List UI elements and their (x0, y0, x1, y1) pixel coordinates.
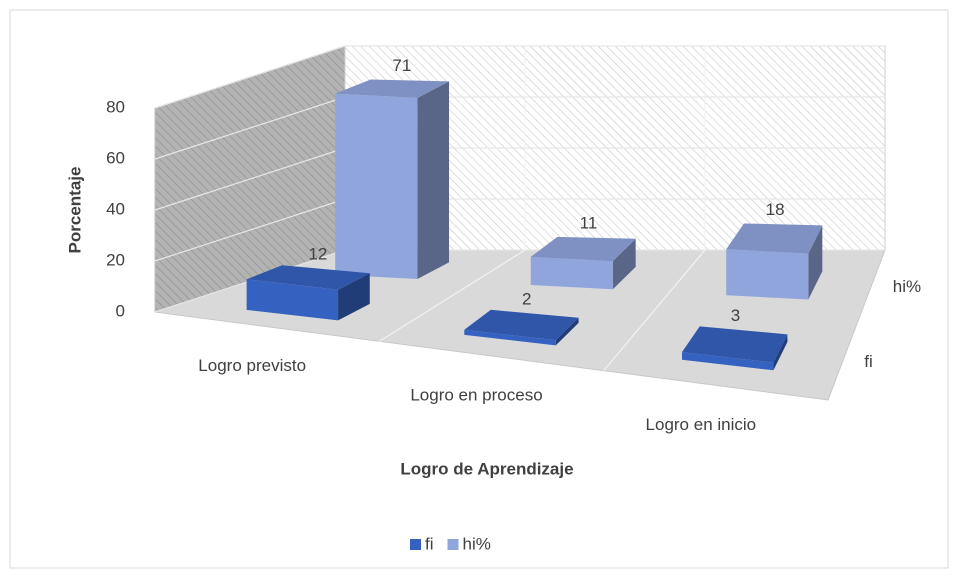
bar-front (246, 279, 339, 321)
data-label: 11 (580, 213, 598, 232)
x-tick-label: Logro previsto (198, 356, 306, 375)
bar-side (338, 273, 370, 321)
data-label: 2 (522, 289, 531, 308)
data-label: 12 (308, 245, 327, 264)
bar-top (530, 236, 636, 262)
bar-side (612, 238, 636, 290)
bar-front (464, 329, 556, 346)
bar (464, 309, 579, 346)
bar (681, 326, 788, 371)
y-tick-label: 80 (106, 97, 125, 116)
bar-side (417, 81, 450, 279)
y-axis-title: Porcentaje (65, 167, 84, 254)
legend-label: fi (425, 534, 434, 553)
depth-label: fi (864, 352, 873, 371)
data-label: 71 (392, 56, 411, 75)
x-tick-label: Logro en proceso (410, 385, 542, 404)
data-label: 3 (731, 306, 740, 325)
category-divider (603, 46, 706, 372)
category-divider (379, 46, 526, 342)
bar-front (335, 93, 418, 279)
data-label: 18 (766, 200, 785, 219)
bar-front (726, 249, 809, 300)
bar (335, 79, 450, 279)
y-tick-label: 40 (106, 199, 125, 218)
bar-top (464, 309, 579, 341)
bar-top (246, 265, 370, 290)
legend: fi hi% (410, 534, 491, 553)
bar-top (726, 223, 823, 254)
legend-swatch (447, 539, 459, 550)
plot-area: 0 20 40 60 80 Logro previsto Logro en proceso L… (106, 45, 921, 434)
y-tick-label: 20 (106, 250, 125, 269)
bar-side (773, 334, 788, 371)
bar (530, 236, 636, 290)
bar-top (335, 79, 450, 98)
legend-label: hi% (463, 534, 491, 553)
x-tick-label: Logro en inicio (646, 415, 757, 434)
bar-top (681, 326, 788, 363)
bar-front (530, 256, 613, 290)
y-tick-label: 0 (116, 301, 125, 320)
depth-label: hi% (893, 277, 921, 296)
bar-front (681, 352, 774, 371)
x-axis-title: Logro de Aprendizaje (400, 459, 573, 478)
bar (726, 223, 823, 300)
bar (246, 265, 370, 321)
bar-side (555, 317, 579, 346)
bar-side (808, 225, 823, 300)
legend-swatch (410, 539, 421, 550)
y-tick-label: 60 (106, 148, 125, 167)
